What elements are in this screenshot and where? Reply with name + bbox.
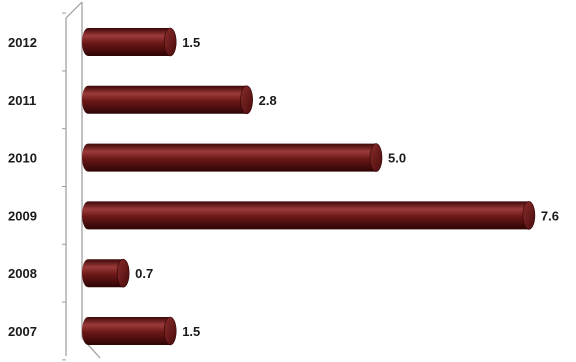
category-tick-label: 2009 (8, 208, 37, 223)
data-label: 2.8 (259, 93, 277, 108)
bar-end-cap (370, 144, 382, 172)
bar-end-cap (164, 317, 176, 345)
category-tick-label: 2010 (8, 151, 37, 166)
bar-body (82, 317, 170, 345)
bar-end-cap (523, 201, 535, 229)
data-label: 7.6 (541, 208, 559, 223)
category-tick-label: 2011 (8, 93, 36, 108)
bar-body (82, 144, 376, 172)
bar-2007 (82, 317, 176, 345)
bar-2008 (82, 259, 129, 287)
bar-end-cap (164, 28, 176, 56)
data-label: 0.7 (135, 266, 153, 281)
category-tick-label: 2008 (8, 266, 37, 281)
bar-body (82, 201, 529, 229)
category-tick-label: 2007 (8, 324, 37, 339)
bar-end-cap (117, 259, 129, 287)
bar-body (82, 28, 170, 56)
bar-2010 (82, 144, 382, 172)
bar-body (82, 86, 247, 114)
category-tick-label: 2012 (8, 35, 37, 50)
data-label: 1.5 (182, 35, 200, 50)
data-label: 5.0 (388, 151, 406, 166)
bar-2012 (82, 28, 176, 56)
data-label: 1.5 (182, 324, 200, 339)
axis-top-edge (66, 2, 82, 18)
bar-2011 (82, 86, 253, 114)
bar-2009 (82, 201, 535, 229)
bar-end-cap (241, 86, 253, 114)
